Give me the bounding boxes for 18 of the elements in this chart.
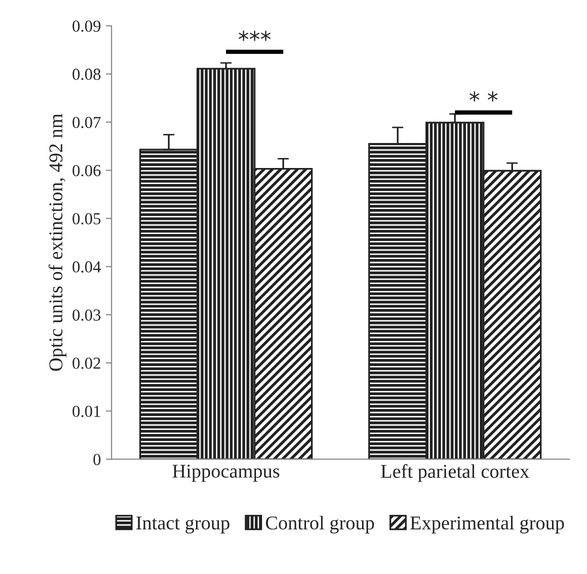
x-tick-label: Left parietal cortex — [380, 464, 530, 482]
y-tick-label: 0.06 — [72, 164, 101, 176]
y-tick-label: 0.02 — [72, 358, 100, 369]
y-tick-label: 0.07 — [72, 116, 101, 128]
annotation: *** — [238, 30, 271, 41]
y-tick-label: 0 — [93, 454, 100, 466]
y-axis-title: Optic units of extinction, 492 nm — [48, 114, 66, 371]
y-tick-label: 0.05 — [72, 213, 100, 224]
legend-label: Control group — [266, 516, 374, 534]
annotation: * * — [470, 91, 498, 102]
y-tick-label: 0.03 — [72, 309, 100, 321]
legend-label: Experimental group — [410, 516, 564, 534]
y-tick-label: 0.04 — [72, 261, 101, 273]
y-tick-label: 0.01 — [72, 406, 100, 418]
y-tick-label: 0.09 — [72, 20, 100, 32]
x-tick-label: Hippocampus — [172, 464, 280, 482]
legend-label: Intact group — [136, 516, 230, 534]
y-tick-label: 0.08 — [72, 68, 100, 80]
